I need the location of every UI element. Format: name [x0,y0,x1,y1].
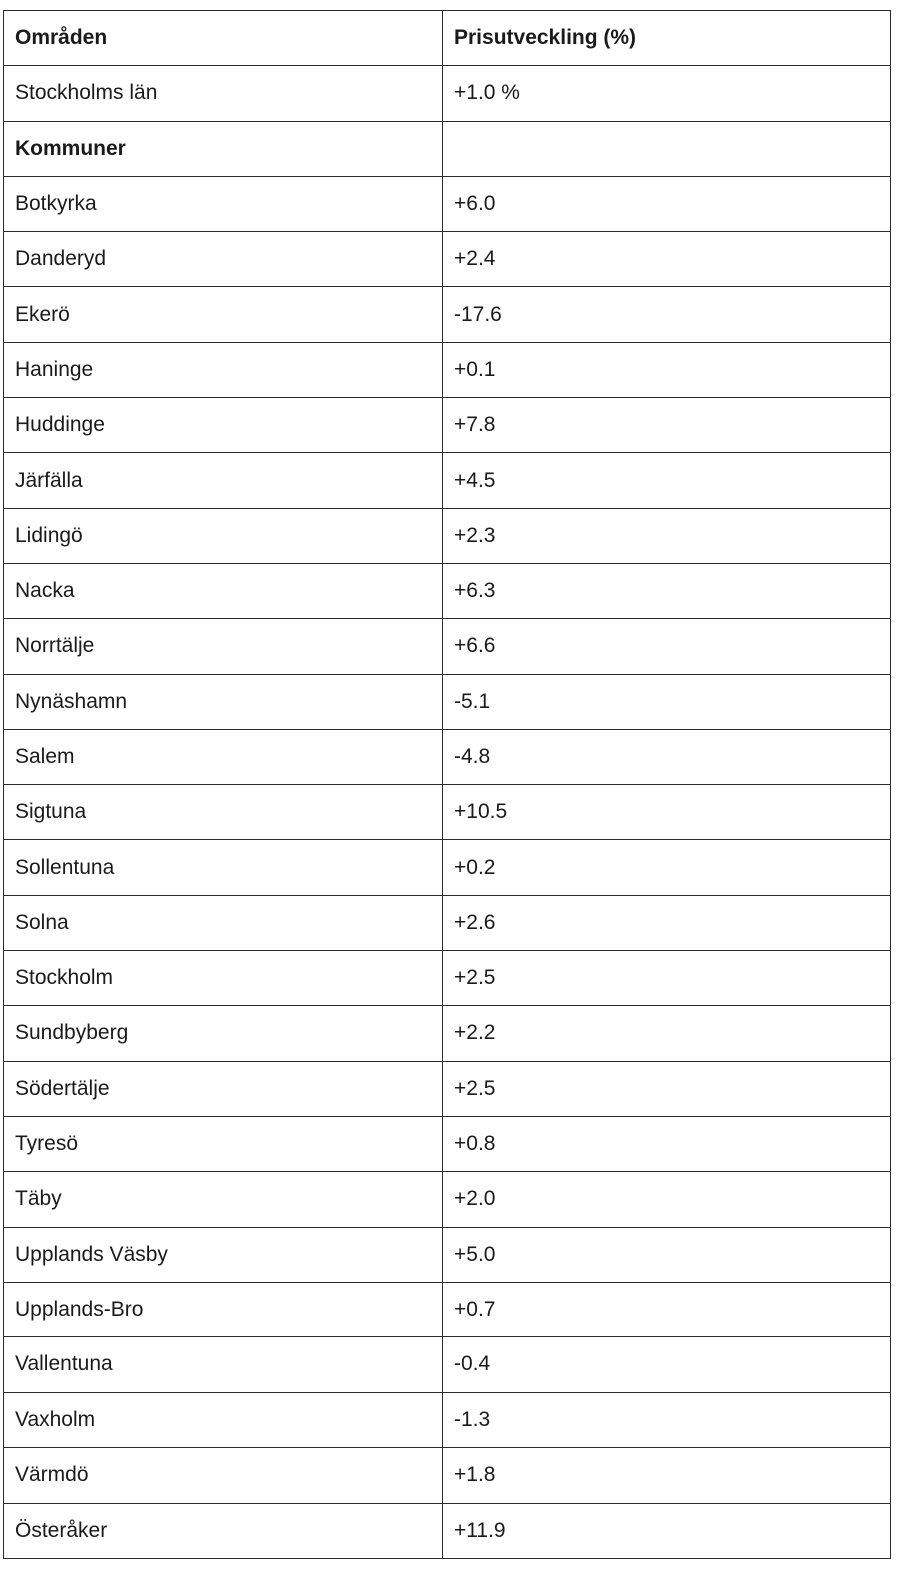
price-change-value: +4.5 [442,452,891,509]
price-change-value: +0.1 [442,341,891,399]
price-table-top: Områden Prisutveckling (%) Stockholms lä… [3,9,891,1338]
price-change-value: -4.8 [442,728,891,786]
table-row: Lidingö +2.3 [3,507,891,564]
municipality-name: Täby [3,1171,443,1228]
price-change-value: +6.0 [442,175,891,233]
price-change-value: -1.3 [442,1391,891,1448]
column-header-area: Områden [3,9,443,67]
table-row: Salem -4.8 [3,728,891,786]
price-change-value: +2.5 [442,1060,891,1117]
municipality-name: Tyresö [3,1115,443,1173]
price-change-value: +11.9 [442,1502,891,1559]
price-change-value: +1.8 [442,1447,891,1504]
municipality-name: Sollentuna [3,839,443,896]
price-change-value: +2.3 [442,507,891,564]
county-row: Stockholms län +1.0 % [3,65,891,122]
price-change-value: +5.0 [442,1226,891,1283]
municipality-name: Vaxholm [3,1391,443,1448]
table-row: Järfälla +4.5 [3,452,891,509]
price-change-value: +10.5 [442,784,891,841]
table-row: Täby +2.0 [3,1171,891,1228]
header-row: Områden Prisutveckling (%) [3,9,891,67]
municipality-name: Upplands Väsby [3,1226,443,1283]
table-row: Norrtälje +6.6 [3,618,891,675]
table-row: Upplands Väsby +5.0 [3,1226,891,1283]
municipality-name: Huddinge [3,397,443,454]
price-change-value: +7.8 [442,397,891,454]
table-row: Ekerö -17.6 [3,286,891,343]
price-change-value: +0.7 [442,1281,891,1338]
municipality-name: Ekerö [3,286,443,343]
table-row: Österåker +11.9 [3,1502,891,1559]
table-row: Huddinge +7.8 [3,397,891,454]
table-row: Solna +2.6 [3,894,891,952]
price-change-value: +2.5 [442,950,891,1007]
table-row: Tyresö +0.8 [3,1115,891,1173]
table-row: Nacka +6.3 [3,562,891,620]
column-header-change: Prisutveckling (%) [442,9,891,67]
price-change-value: +2.4 [442,231,891,288]
table-row: Vaxholm -1.3 [3,1391,891,1448]
price-change-value: +2.2 [442,1005,891,1062]
municipality-name: Sundbyberg [3,1005,443,1062]
price-change-value: -5.1 [442,673,891,730]
municipality-name: Nacka [3,562,443,620]
municipality-name: Nynäshamn [3,673,443,730]
municipality-name: Värmdö [3,1447,443,1504]
table-row: Haninge +0.1 [3,341,891,399]
county-change: +1.0 % [442,65,891,122]
municipality-name: Lidingö [3,507,443,564]
price-change-value: +6.3 [442,562,891,620]
price-table-bottom-body: Vallentuna -0.4 Vaxholm -1.3 Värmdö +1.8 Öster… [3,1336,891,1559]
price-change-value: +2.6 [442,894,891,952]
price-change-value: +0.2 [442,839,891,896]
table-row: Sollentuna +0.2 [3,839,891,896]
table-row: Nynäshamn -5.1 [3,673,891,730]
section-label: Kommuner [3,120,443,177]
municipality-name: Stockholm [3,950,443,1007]
price-change-value: +6.6 [442,618,891,675]
price-table-bottom: Vallentuna -0.4 Vaxholm -1.3 Värmdö +1.8 Öster… [3,1336,891,1559]
price-change-value: -17.6 [442,286,891,343]
table-row: Sigtuna +10.5 [3,784,891,841]
section-row: Kommuner [3,120,891,177]
section-change [442,120,891,177]
municipality-name: Danderyd [3,231,443,288]
municipality-name: Haninge [3,341,443,399]
table-row: Danderyd +2.4 [3,231,891,288]
municipality-name: Norrtälje [3,618,443,675]
municipality-name: Vallentuna [3,1336,443,1393]
municipality-name: Salem [3,728,443,786]
table-row: Sundbyberg +2.2 [3,1005,891,1062]
municipality-name: Botkyrka [3,175,443,233]
municipality-name: Österåker [3,1502,443,1559]
table-row: Upplands-Bro +0.7 [3,1281,891,1338]
price-change-value: +0.8 [442,1115,891,1173]
municipality-name: Upplands-Bro [3,1281,443,1338]
municipality-name: Solna [3,894,443,952]
table-row: Stockholm +2.5 [3,950,891,1007]
price-change-value: +2.0 [442,1171,891,1228]
table-row: Botkyrka +6.0 [3,175,891,233]
municipality-name: Järfälla [3,452,443,509]
county-name: Stockholms län [3,65,443,122]
municipality-name: Sigtuna [3,784,443,841]
price-table-top-body: Områden Prisutveckling (%) Stockholms lä… [3,9,891,1338]
price-change-value: -0.4 [442,1336,891,1393]
municipality-name: Södertälje [3,1060,443,1117]
table-row: Södertälje +2.5 [3,1060,891,1117]
table-row: Vallentuna -0.4 [3,1336,891,1393]
table-row: Värmdö +1.8 [3,1447,891,1504]
